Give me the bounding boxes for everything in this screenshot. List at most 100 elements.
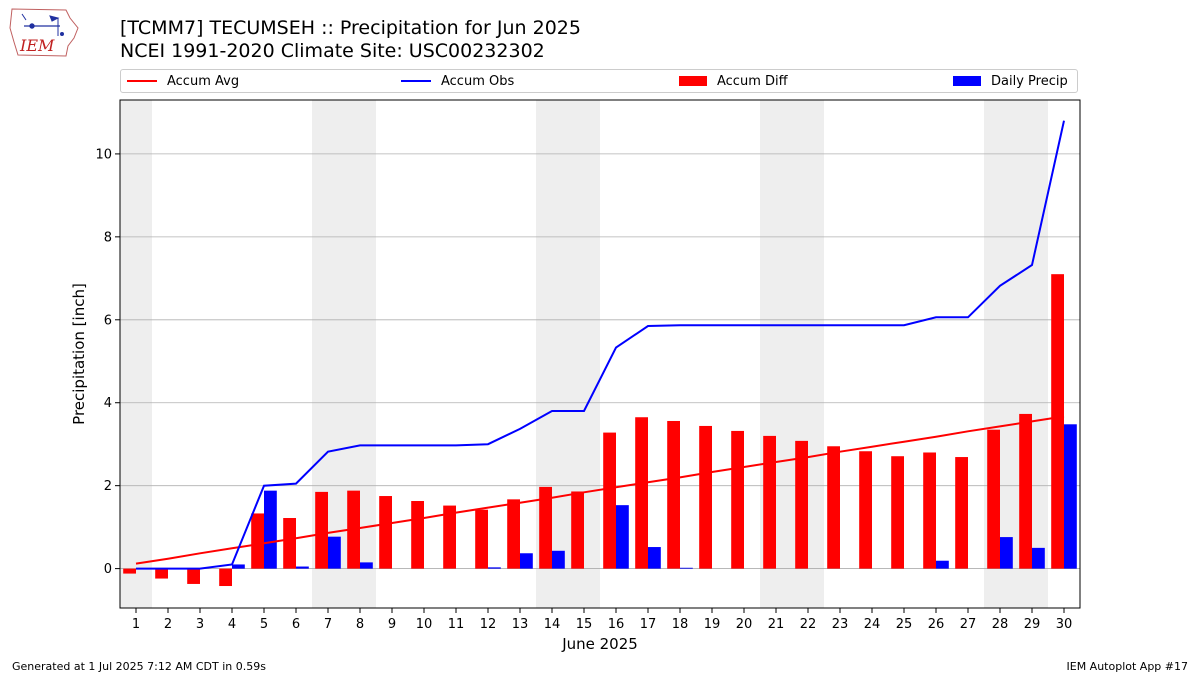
x-tick-label: 10 xyxy=(416,617,433,632)
y-tick-label: 6 xyxy=(104,313,112,328)
x-tick-label: 25 xyxy=(896,617,913,632)
daily-precip-bar xyxy=(264,490,277,569)
accum-diff-bar xyxy=(475,509,488,569)
daily-precip-bar xyxy=(1032,547,1045,569)
daily-precip-bar xyxy=(616,505,629,569)
accum-obs-line xyxy=(136,120,1065,570)
accum-avg-line xyxy=(135,415,1065,565)
x-tick-label: 27 xyxy=(960,617,977,632)
legend-item-accum-diff: Accum Diff xyxy=(679,73,788,89)
accum-diff-bar xyxy=(699,425,712,569)
x-tick-label: 30 xyxy=(1056,617,1073,632)
daily-precip-bar xyxy=(680,567,693,569)
x-tick-label: 16 xyxy=(608,617,625,632)
logo-text: IEM xyxy=(19,36,55,55)
accum-diff-bar xyxy=(411,501,424,569)
iem-logo: IEM xyxy=(9,8,79,57)
accum-diff-bar xyxy=(219,568,232,587)
accum-diff-bar xyxy=(635,417,648,569)
y-tick-label: 0 xyxy=(104,562,112,577)
accum-diff-bar xyxy=(731,430,744,569)
x-tick-label: 9 xyxy=(388,617,396,632)
accum-diff-bar xyxy=(603,432,616,569)
x-tick-label: 20 xyxy=(736,617,753,632)
y-tick-label: 4 xyxy=(104,396,112,411)
accum-diff-bar xyxy=(315,491,328,569)
legend-swatch-accum-obs xyxy=(401,80,431,82)
plot-frame xyxy=(119,99,1081,609)
accum-diff-bar xyxy=(507,499,520,569)
series-lines xyxy=(135,120,1065,570)
x-tick-label: 23 xyxy=(832,617,849,632)
accum-diff-bar xyxy=(987,429,1000,569)
accum-diff-bar xyxy=(251,513,264,569)
x-axis-ticks: 1 2 3 4 5 6 7 8 9 10 11 12 13 14 15 16 17 18 19 20 21 22 23 24 2… xyxy=(132,608,1072,632)
accum-diff-bar xyxy=(923,452,936,569)
legend-swatch-daily-precip xyxy=(953,76,981,86)
x-tick-label: 26 xyxy=(928,617,945,632)
chart-legend: Accum Avg Accum Obs Accum Diff Daily Pre… xyxy=(120,69,1078,93)
daily-precip-bar xyxy=(296,566,309,569)
x-tick-label: 19 xyxy=(704,617,721,632)
daily-precip-bar xyxy=(936,560,949,569)
x-tick-label: 29 xyxy=(1024,617,1041,632)
accum-diff-bar xyxy=(571,491,584,569)
accum-diff-bar xyxy=(955,457,968,569)
accum-diff-bar xyxy=(187,568,200,584)
accum-diff-bar xyxy=(891,456,904,569)
bars xyxy=(123,274,1077,587)
app-credit: IEM Autoplot App #17 xyxy=(1066,660,1189,673)
accum-diff-bar xyxy=(763,435,776,569)
x-tick-label: 15 xyxy=(576,617,593,632)
daily-precip-bar xyxy=(360,562,373,569)
grid-lines xyxy=(120,153,1080,487)
legend-label-daily-precip: Daily Precip xyxy=(991,73,1068,89)
accum-diff-bar xyxy=(795,440,808,569)
accum-diff-bar xyxy=(155,568,168,579)
daily-precip-bar xyxy=(1064,424,1077,569)
y-axis-ticks: 0 2 4 6 8 10 xyxy=(95,147,120,577)
x-tick-label: 14 xyxy=(544,617,561,632)
daily-precip-bar xyxy=(648,547,661,569)
x-tick-label: 18 xyxy=(672,617,689,632)
daily-precip-bar xyxy=(232,564,245,569)
x-tick-label: 6 xyxy=(292,617,300,632)
x-tick-label: 5 xyxy=(260,617,268,632)
legend-item-daily-precip: Daily Precip xyxy=(953,73,1068,89)
x-tick-label: 7 xyxy=(324,617,332,632)
accum-diff-bar xyxy=(1019,413,1032,569)
y-tick-label: 8 xyxy=(104,230,112,245)
x-tick-label: 21 xyxy=(768,617,785,632)
x-tick-label: 2 xyxy=(164,617,172,632)
accum-diff-bar xyxy=(123,568,136,574)
weekend-band-1 xyxy=(120,100,152,608)
weather-station-icon xyxy=(21,13,64,36)
daily-precip-bar xyxy=(328,536,341,569)
x-tick-label: 11 xyxy=(448,617,465,632)
x-tick-label: 12 xyxy=(480,617,497,632)
x-tick-label: 24 xyxy=(864,617,881,632)
x-tick-label: 28 xyxy=(992,617,1009,632)
y-tick-label: 2 xyxy=(104,479,112,494)
accum-diff-bar xyxy=(539,486,552,569)
x-tick-label: 4 xyxy=(228,617,236,632)
y-axis-label: Precipitation [inch] xyxy=(70,283,88,425)
x-tick-label: 17 xyxy=(640,617,657,632)
x-axis-label: June 2025 xyxy=(561,635,638,653)
daily-precip-bar xyxy=(552,550,565,569)
accum-diff-bar xyxy=(667,420,680,569)
legend-label-accum-diff: Accum Diff xyxy=(717,73,788,89)
legend-swatch-accum-avg xyxy=(127,80,157,82)
daily-precip-bar xyxy=(520,553,533,569)
accum-diff-bar xyxy=(283,518,296,569)
x-tick-label: 1 xyxy=(132,617,140,632)
chart-title: [TCMM7] TECUMSEH :: Precipitation for Ju… xyxy=(120,17,581,39)
daily-precip-bar xyxy=(488,567,501,569)
y-tick-label: 10 xyxy=(95,147,112,162)
x-tick-label: 3 xyxy=(196,617,204,632)
legend-label-accum-obs: Accum Obs xyxy=(441,73,515,89)
x-tick-label: 8 xyxy=(356,617,364,632)
legend-item-accum-obs: Accum Obs xyxy=(401,73,514,89)
legend-label-accum-avg: Accum Avg xyxy=(167,73,240,89)
accum-diff-bar xyxy=(827,446,840,569)
